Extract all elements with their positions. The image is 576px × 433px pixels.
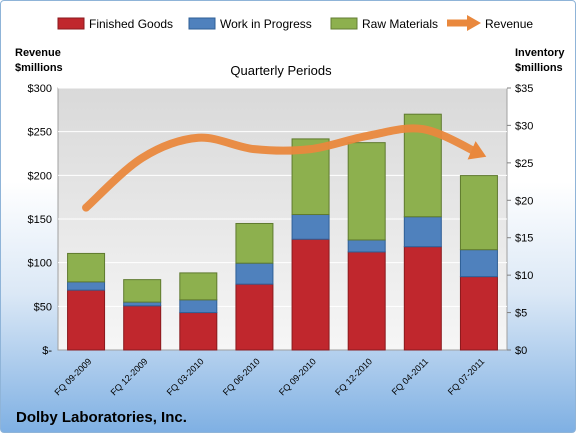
x-tick-label: FQ 12-2010	[333, 356, 374, 397]
left-tick-label: $300	[28, 83, 52, 95]
bar-work-in-progress	[291, 214, 330, 240]
right-tick-label: $30	[515, 120, 533, 132]
bar-raw-materials	[459, 175, 498, 251]
right-axis-title-line1: Inventory	[515, 47, 565, 59]
x-tick-label: FQ 03-2010	[165, 356, 206, 397]
x-tick-label: FQ 09-2009	[52, 356, 93, 397]
bar-raw-materials	[67, 252, 106, 283]
x-tick-label: FQ 09-2010	[277, 356, 318, 397]
x-tick-label: FQ 12-2009	[109, 356, 150, 397]
right-tick-label: $25	[515, 158, 533, 170]
legend-swatch-finished-goods	[57, 17, 85, 30]
bar-finished-goods	[291, 238, 330, 351]
left-tick-label: $50	[34, 301, 52, 313]
right-tick-label: $0	[515, 345, 527, 357]
company-name: Dolby Laboratories, Inc.	[16, 409, 187, 426]
bar-raw-materials	[179, 272, 218, 301]
right-tick-label: $5	[515, 308, 527, 320]
bar-raw-materials	[347, 142, 386, 241]
left-axis-title-line1: Revenue	[15, 47, 61, 59]
legend-label-revenue: Revenue	[485, 17, 533, 31]
legend-label-raw-materials: Raw Materials	[362, 17, 438, 31]
bar-work-in-progress	[347, 239, 386, 253]
x-tick-label: FQ 04-2011	[390, 356, 431, 397]
bar-finished-goods	[403, 246, 442, 351]
bar-finished-goods	[179, 312, 218, 351]
bar-work-in-progress	[67, 281, 106, 291]
bar-work-in-progress	[235, 262, 274, 285]
bar-raw-materials	[235, 222, 274, 264]
right-tick-label: $15	[515, 233, 533, 245]
legend-arrowhead	[467, 15, 481, 31]
x-tick-label: FQ 06-2010	[221, 356, 262, 397]
legend-swatch-work-in-progress	[188, 17, 216, 30]
left-tick-label: $200	[28, 170, 52, 182]
legend-label-work-in-progress: Work in Progress	[220, 17, 312, 31]
left-tick-label: $150	[28, 214, 52, 226]
right-axis-title-line2: $millions	[515, 62, 563, 74]
bar-finished-goods	[67, 289, 106, 351]
legend-swatch-raw-materials	[330, 17, 358, 30]
left-tick-label: $250	[28, 127, 52, 139]
bar-raw-materials	[123, 279, 162, 303]
left-tick-label: $100	[28, 258, 52, 270]
bar-work-in-progress	[123, 301, 162, 307]
bar-work-in-progress	[403, 216, 442, 248]
bar-finished-goods	[123, 305, 162, 351]
right-tick-label: $20	[515, 195, 533, 207]
bar-finished-goods	[347, 251, 386, 351]
left-axis-title-line2: $millions	[15, 62, 63, 74]
bar-work-in-progress	[459, 249, 498, 278]
right-tick-label: $10	[515, 270, 533, 282]
left-tick-label: $-	[42, 345, 52, 357]
bar-finished-goods	[459, 276, 498, 351]
revenue-line	[82, 124, 483, 212]
bar-finished-goods	[235, 283, 274, 351]
legend: Finished Goods Work in Progress Raw Mate…	[57, 15, 533, 31]
x-tick-label: FQ 07-2011	[446, 356, 487, 397]
revenue-arrowhead	[467, 141, 487, 160]
legend-label-finished-goods: Finished Goods	[89, 17, 173, 31]
right-tick-label: $35	[515, 83, 533, 95]
bar-work-in-progress	[179, 299, 218, 314]
chart-title: Quarterly Periods	[230, 63, 332, 78]
